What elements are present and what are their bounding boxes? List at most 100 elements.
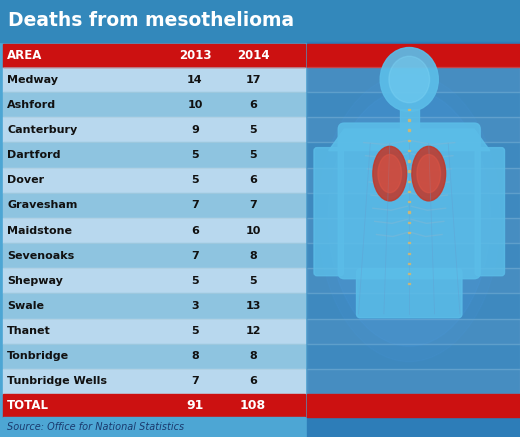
Text: 5: 5 [191, 150, 199, 160]
Bar [408, 109, 410, 110]
Text: 10: 10 [187, 100, 203, 110]
Bar [408, 273, 410, 274]
Bar [3, 67, 305, 92]
Bar [3, 293, 305, 319]
FancyBboxPatch shape [314, 148, 343, 276]
Text: 6: 6 [191, 225, 199, 236]
Text: Tonbridge: Tonbridge [7, 351, 69, 361]
Text: Thanet: Thanet [7, 326, 51, 336]
Text: Canterbury: Canterbury [7, 125, 77, 135]
Bar [408, 170, 410, 172]
Text: 5: 5 [191, 276, 199, 286]
Text: 17: 17 [245, 75, 261, 85]
Text: Gravesham: Gravesham [7, 200, 77, 210]
Text: Ashford: Ashford [7, 100, 56, 110]
Bar [408, 263, 410, 264]
Bar [3, 369, 305, 394]
Text: 8: 8 [249, 351, 257, 361]
Text: 6: 6 [249, 100, 257, 110]
Text: 5: 5 [191, 326, 199, 336]
Text: Swale: Swale [7, 301, 44, 311]
Bar [408, 140, 410, 141]
Bar [0, 0, 520, 42]
Text: 12: 12 [245, 326, 261, 336]
Text: 3: 3 [191, 301, 199, 311]
Bar [307, 168, 520, 193]
Text: 8: 8 [191, 351, 199, 361]
Bar [408, 150, 410, 151]
Bar [3, 394, 305, 417]
Text: Tunbridge Wells: Tunbridge Wells [7, 376, 107, 386]
Bar [3, 243, 305, 268]
Ellipse shape [373, 146, 407, 201]
FancyBboxPatch shape [475, 148, 504, 276]
Text: 10: 10 [245, 225, 261, 236]
Bar [307, 67, 520, 92]
Text: Source: Office for National Statistics: Source: Office for National Statistics [7, 422, 184, 432]
Bar [307, 343, 520, 369]
Text: 9: 9 [191, 125, 199, 135]
Ellipse shape [417, 155, 440, 193]
Bar [307, 293, 520, 319]
Bar [307, 117, 520, 142]
Text: 91: 91 [186, 399, 204, 412]
Text: 108: 108 [240, 399, 266, 412]
Bar [3, 142, 305, 168]
Bar [400, 108, 419, 129]
Text: 7: 7 [191, 376, 199, 386]
Text: Dover: Dover [7, 175, 44, 185]
Ellipse shape [318, 74, 500, 362]
Text: 6: 6 [249, 175, 257, 185]
Bar [408, 191, 410, 192]
Text: Dartford: Dartford [7, 150, 60, 160]
Bar [307, 193, 520, 218]
Text: 2014: 2014 [237, 49, 269, 62]
Text: 13: 13 [245, 301, 261, 311]
Bar [307, 268, 520, 293]
Bar [408, 181, 410, 182]
Bar [3, 168, 305, 193]
Bar [307, 243, 520, 268]
Text: 7: 7 [191, 251, 199, 260]
Ellipse shape [389, 56, 430, 103]
Bar [3, 343, 305, 369]
Bar [307, 44, 520, 67]
Text: 5: 5 [249, 125, 257, 135]
Ellipse shape [328, 90, 490, 346]
FancyBboxPatch shape [357, 269, 462, 318]
Bar [3, 193, 305, 218]
Text: 5: 5 [249, 150, 257, 160]
Text: Shepway: Shepway [7, 276, 63, 286]
Bar [408, 222, 410, 223]
Bar [3, 44, 305, 67]
Bar [408, 232, 410, 233]
Ellipse shape [378, 155, 401, 193]
Bar [408, 119, 410, 121]
Text: 2013: 2013 [179, 49, 211, 62]
Bar [3, 92, 305, 117]
Text: Sevenoaks: Sevenoaks [7, 251, 74, 260]
Bar [408, 129, 410, 131]
Bar [3, 268, 305, 293]
Bar [3, 117, 305, 142]
Text: AREA: AREA [7, 49, 42, 62]
Bar [408, 283, 410, 284]
Bar [3, 319, 305, 343]
Text: Deaths from mesothelioma: Deaths from mesothelioma [8, 11, 294, 31]
Text: TOTAL: TOTAL [7, 399, 49, 412]
Text: 14: 14 [187, 75, 203, 85]
Bar [307, 142, 520, 168]
Ellipse shape [412, 146, 446, 201]
Bar [3, 417, 305, 437]
Bar [3, 218, 305, 243]
Ellipse shape [380, 48, 438, 111]
Text: 5: 5 [191, 175, 199, 185]
Bar [408, 242, 410, 243]
Bar [307, 42, 520, 437]
Bar [307, 394, 520, 417]
Bar [307, 218, 520, 243]
Text: 7: 7 [249, 200, 257, 210]
FancyBboxPatch shape [338, 123, 480, 279]
Text: 5: 5 [249, 276, 257, 286]
Text: 8: 8 [249, 251, 257, 260]
